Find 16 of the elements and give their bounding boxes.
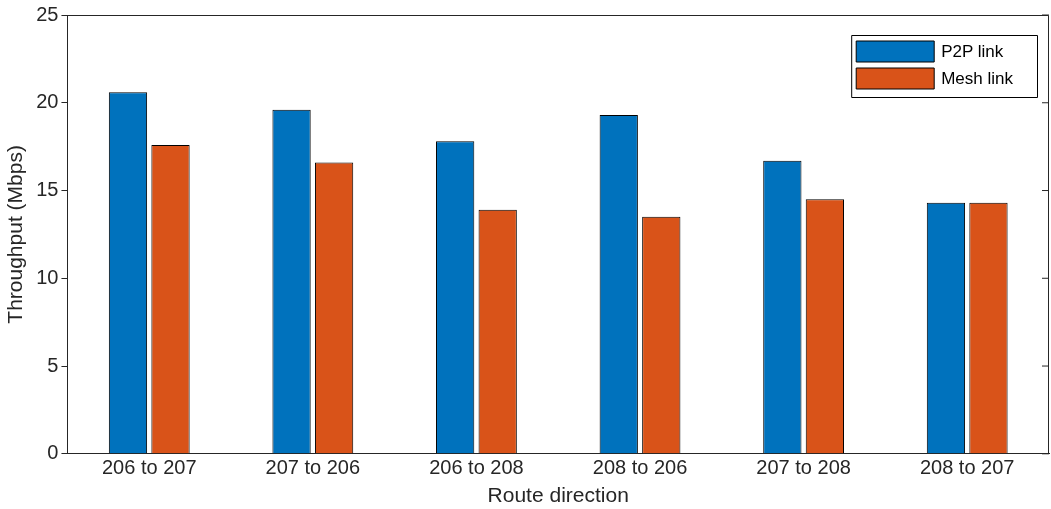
x-axis-title: Route direction [487, 483, 629, 507]
y-tick-label: 10 [36, 265, 59, 288]
y-tick-label: 0 [47, 441, 59, 464]
y-tick-label: 20 [36, 90, 59, 113]
legend-label: Mesh link [941, 69, 1014, 89]
y-tick-label: 5 [47, 353, 59, 376]
x-tick-label: 208 to 207 [919, 456, 1015, 479]
y-axis-title: Throughput (Mbps) [3, 145, 27, 324]
x-tick-label: 206 to 208 [429, 456, 524, 479]
x-tick-label: 206 to 207 [101, 456, 197, 479]
y-tick-label: 15 [36, 178, 59, 201]
x-tick-label: 207 to 206 [265, 456, 361, 479]
legend-label: P2P link [941, 42, 1004, 62]
x-tick-label: 207 to 208 [756, 456, 851, 479]
x-tick-label: 208 to 206 [592, 456, 688, 479]
y-tick-label: 25 [36, 2, 59, 25]
